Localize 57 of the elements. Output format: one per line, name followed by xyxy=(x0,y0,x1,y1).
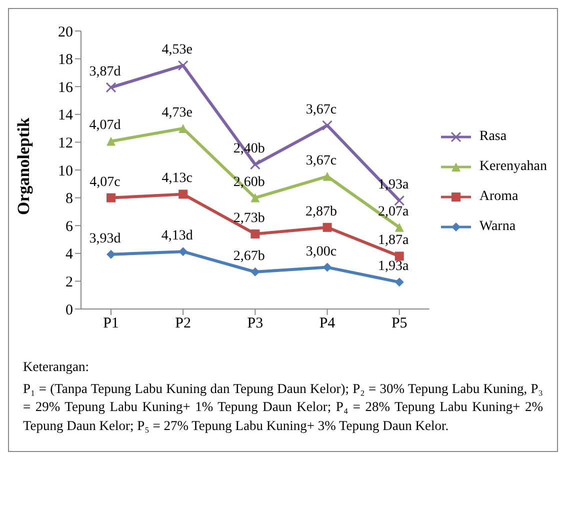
point xyxy=(322,222,332,232)
point xyxy=(322,172,332,181)
y-tick-label: 4 xyxy=(66,246,74,263)
annotation: 4,07d xyxy=(89,118,121,134)
y-tick-label: 18 xyxy=(58,52,73,68)
x-tick-label: P3 xyxy=(247,316,264,332)
point xyxy=(106,82,116,93)
y-tick-label: 12 xyxy=(58,136,73,152)
point xyxy=(250,193,260,202)
point xyxy=(250,159,260,170)
point xyxy=(106,193,116,202)
annotation: 2,73b xyxy=(233,210,265,226)
point xyxy=(178,60,188,71)
y-tick-label: 20 xyxy=(58,24,73,40)
annotation: 3,67c xyxy=(306,102,337,118)
point xyxy=(394,222,404,232)
x-tick-label: P2 xyxy=(175,316,192,332)
y-axis-title: Organoleptik xyxy=(14,117,34,215)
point xyxy=(178,190,188,199)
y-tick-label: 0 xyxy=(66,302,73,318)
x-tick-label: P5 xyxy=(391,316,408,332)
annotation: 1,87a xyxy=(378,233,410,248)
annotation: 3,00c xyxy=(306,244,337,260)
point xyxy=(106,250,116,259)
y-tick-label: 14 xyxy=(58,108,74,124)
annotation: 4,13c xyxy=(162,171,192,186)
x-tick-label: P4 xyxy=(319,316,336,332)
point xyxy=(106,136,116,146)
annotation: 2,07a xyxy=(378,204,410,220)
annotation: 4,53e xyxy=(162,42,192,58)
point xyxy=(394,252,404,261)
y-tick-label: 10 xyxy=(58,163,73,180)
point xyxy=(394,278,404,287)
annotation: 3,87d xyxy=(89,64,121,80)
legend-label: Rasa xyxy=(479,128,507,144)
annotation: 2,87b xyxy=(306,204,338,220)
point xyxy=(250,229,260,238)
y-tick-label: 16 xyxy=(58,80,74,96)
point xyxy=(322,120,333,131)
x-tick-label: P1 xyxy=(103,316,119,332)
y-tick-label: 6 xyxy=(66,218,74,235)
text: P₁ = (Tanpa Tepung Labu Kuning dan Tepung Daun Kelor); P₂ = 30% Tepung Labu Kuning, P₃ = 29% Tepung Labu Kuning+ 1% Tepung Daun Kelor; P₄ = 28% Tepung Labu Kuning+ 2% Tepung Daun Kelor; P₅ = 27% Tepung Labu Kuning+ 3% Tepung Daun Kelor. xyxy=(23,380,543,435)
point xyxy=(178,247,188,256)
point xyxy=(394,195,405,206)
annotation: 1,93a xyxy=(378,259,410,274)
annotation: 4,73e xyxy=(162,105,192,120)
legend-label: Aroma xyxy=(479,188,518,204)
annotation: 3,67c xyxy=(306,153,337,168)
annotation: 3,93d xyxy=(89,231,121,246)
legend-label: Warna xyxy=(479,218,516,234)
annotation: 2,67b xyxy=(233,248,265,264)
y-tick-label: 2 xyxy=(66,274,73,291)
y-tick-label: 8 xyxy=(66,191,73,208)
annotation: 4,07c xyxy=(90,174,120,190)
annotation: 4,13d xyxy=(161,228,193,244)
legend-label: Kerenyahan xyxy=(479,158,547,174)
text: Keterangan: xyxy=(23,358,90,376)
